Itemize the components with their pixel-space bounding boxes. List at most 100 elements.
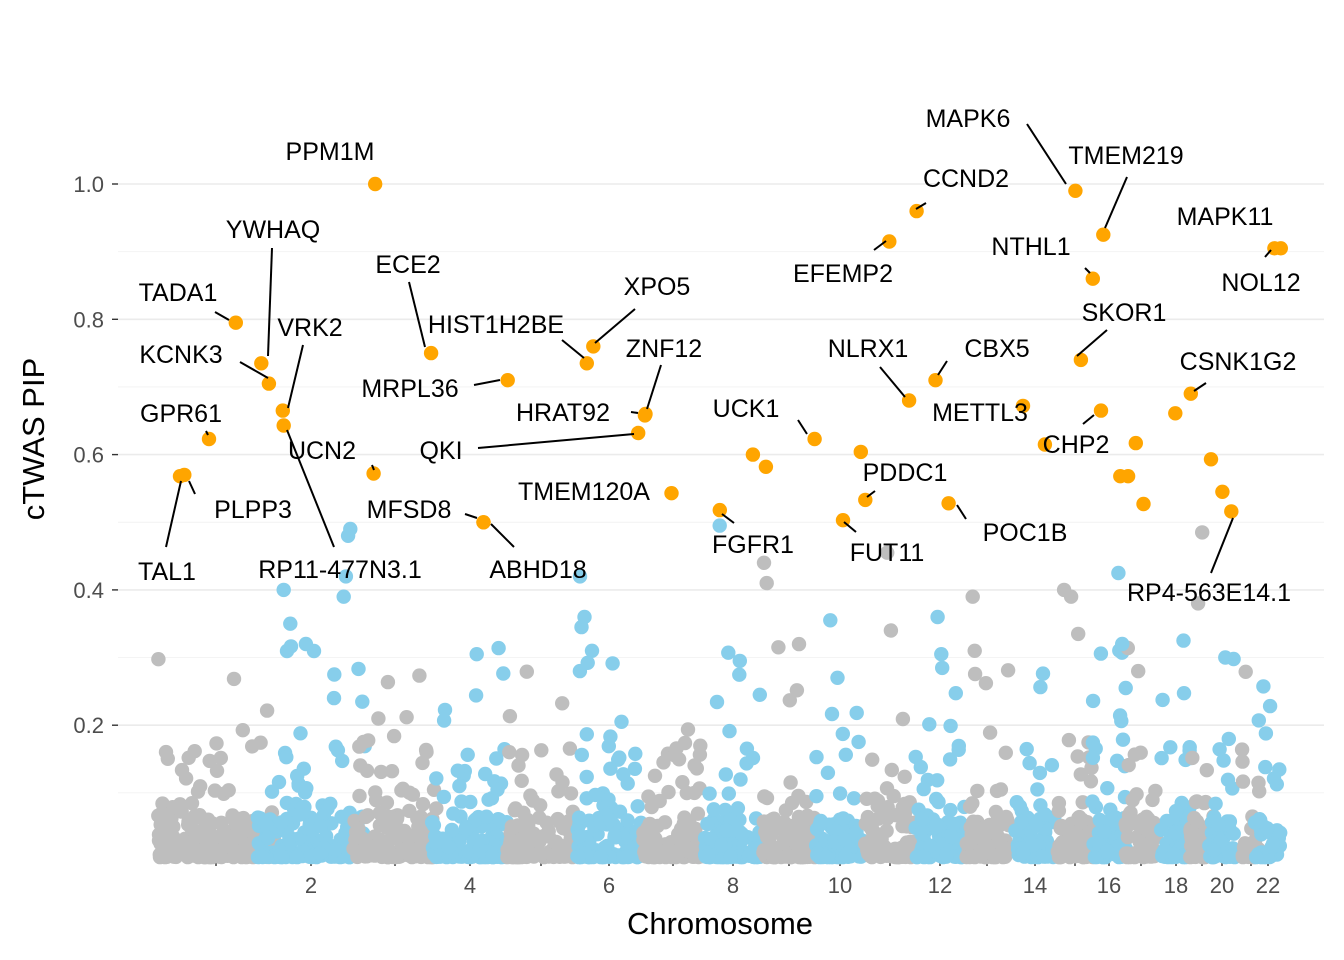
labeled-gene-point [368, 176, 383, 192]
background-point [666, 846, 681, 861]
gene-label-leader [646, 364, 662, 410]
background-point [779, 827, 795, 842]
gene-labels: PPM1M MAPK6 CCND2 TMEM219 EFEMP2 MAPK11 NOL12 N… [138, 105, 1301, 607]
background-point [830, 670, 845, 685]
background-point [361, 733, 376, 748]
background-point [1208, 796, 1223, 811]
gene-label: RP11-477N3.1 [258, 556, 422, 584]
background-point [722, 723, 737, 739]
labeled-gene-point [1015, 398, 1031, 414]
background-point [630, 799, 645, 814]
background-point [429, 801, 444, 816]
y-axis: 0.2 0.4 0.6 0.8 1.0 [73, 172, 118, 738]
background-point [253, 735, 268, 750]
background-point [1222, 814, 1238, 829]
background-point [523, 788, 538, 803]
background-point [1167, 847, 1182, 862]
background-point [690, 806, 706, 821]
background-point [1145, 792, 1160, 808]
background-point [571, 849, 586, 865]
labeled-gene-point [928, 373, 943, 388]
gene-label: NLRX1 [828, 335, 909, 363]
gene-label-leader [1104, 176, 1128, 229]
background-point [279, 750, 294, 765]
background-point [481, 792, 496, 807]
background-point [1155, 692, 1170, 708]
label-leader-lines [165, 123, 1272, 574]
background-point [343, 521, 358, 537]
background-point [1258, 726, 1274, 741]
gene-label-leader [1264, 249, 1272, 258]
background-point [368, 792, 384, 808]
background-point [944, 829, 960, 845]
background-point [463, 794, 478, 810]
gene-label: NTHL1 [991, 233, 1070, 261]
labeled-gene-point [631, 425, 646, 441]
background-point [529, 847, 544, 862]
background-point [934, 647, 949, 662]
background-point [1256, 679, 1271, 694]
background-point [1251, 713, 1267, 728]
background-point [872, 810, 888, 825]
background-point [885, 845, 900, 861]
background-point [1022, 755, 1037, 771]
background-point [1061, 732, 1077, 748]
labeled-gene-point [1093, 403, 1109, 418]
gene-label-leader [873, 240, 887, 251]
gene-label-leader [937, 360, 948, 376]
background-point [783, 775, 798, 790]
background-point [818, 849, 834, 864]
labeled-gene-point [201, 431, 217, 447]
background-point [612, 750, 627, 765]
gene-label: FGFR1 [712, 531, 794, 559]
background-point [1266, 771, 1282, 786]
labeled-gene-point [228, 315, 243, 330]
gene-label-leader [214, 311, 230, 321]
background-point [1206, 843, 1222, 858]
background-point [221, 783, 236, 798]
gene-label: FUT11 [850, 539, 925, 567]
background-point [290, 768, 305, 784]
background-point [1014, 814, 1029, 829]
gene-label-leader [915, 202, 927, 210]
background-point [965, 589, 980, 604]
gene-label-leader [473, 379, 501, 386]
labeled-gene-point [664, 486, 679, 501]
background-point [783, 849, 798, 865]
background-point [723, 812, 738, 827]
gene-label: HIST1H2BE [428, 311, 564, 339]
gene-label: POC1B [983, 519, 1068, 547]
background-point [982, 845, 997, 860]
background-point [572, 569, 588, 584]
gene-label-leader [721, 513, 735, 524]
labeled-gene-point [177, 467, 192, 483]
background-point [1176, 633, 1191, 648]
x-tick-label: 22 [1256, 873, 1280, 898]
background-point [931, 794, 946, 810]
background-point [1030, 782, 1045, 797]
background-point [209, 736, 224, 751]
background-point [255, 849, 270, 865]
background-point [820, 765, 836, 780]
background-point [379, 795, 395, 810]
x-tick-label: 10 [828, 873, 852, 898]
background-point [352, 788, 367, 804]
background-point [851, 734, 866, 750]
gene-label: CHP2 [1043, 431, 1110, 459]
gene-label: HRAT92 [516, 399, 610, 427]
background-point [338, 569, 354, 584]
background-point [446, 806, 461, 821]
background-point [701, 847, 716, 863]
gene-label-leader [1076, 329, 1108, 357]
background-point [579, 727, 594, 742]
background-point [415, 797, 431, 812]
background-point [879, 781, 895, 796]
background-point [1085, 794, 1100, 809]
background-point [982, 725, 998, 740]
background-point [703, 831, 719, 846]
gene-label-leader [287, 344, 304, 409]
background-point [723, 849, 738, 864]
x-tick-label: 4 [464, 873, 476, 898]
background-point [963, 849, 979, 864]
background-point [675, 775, 690, 790]
